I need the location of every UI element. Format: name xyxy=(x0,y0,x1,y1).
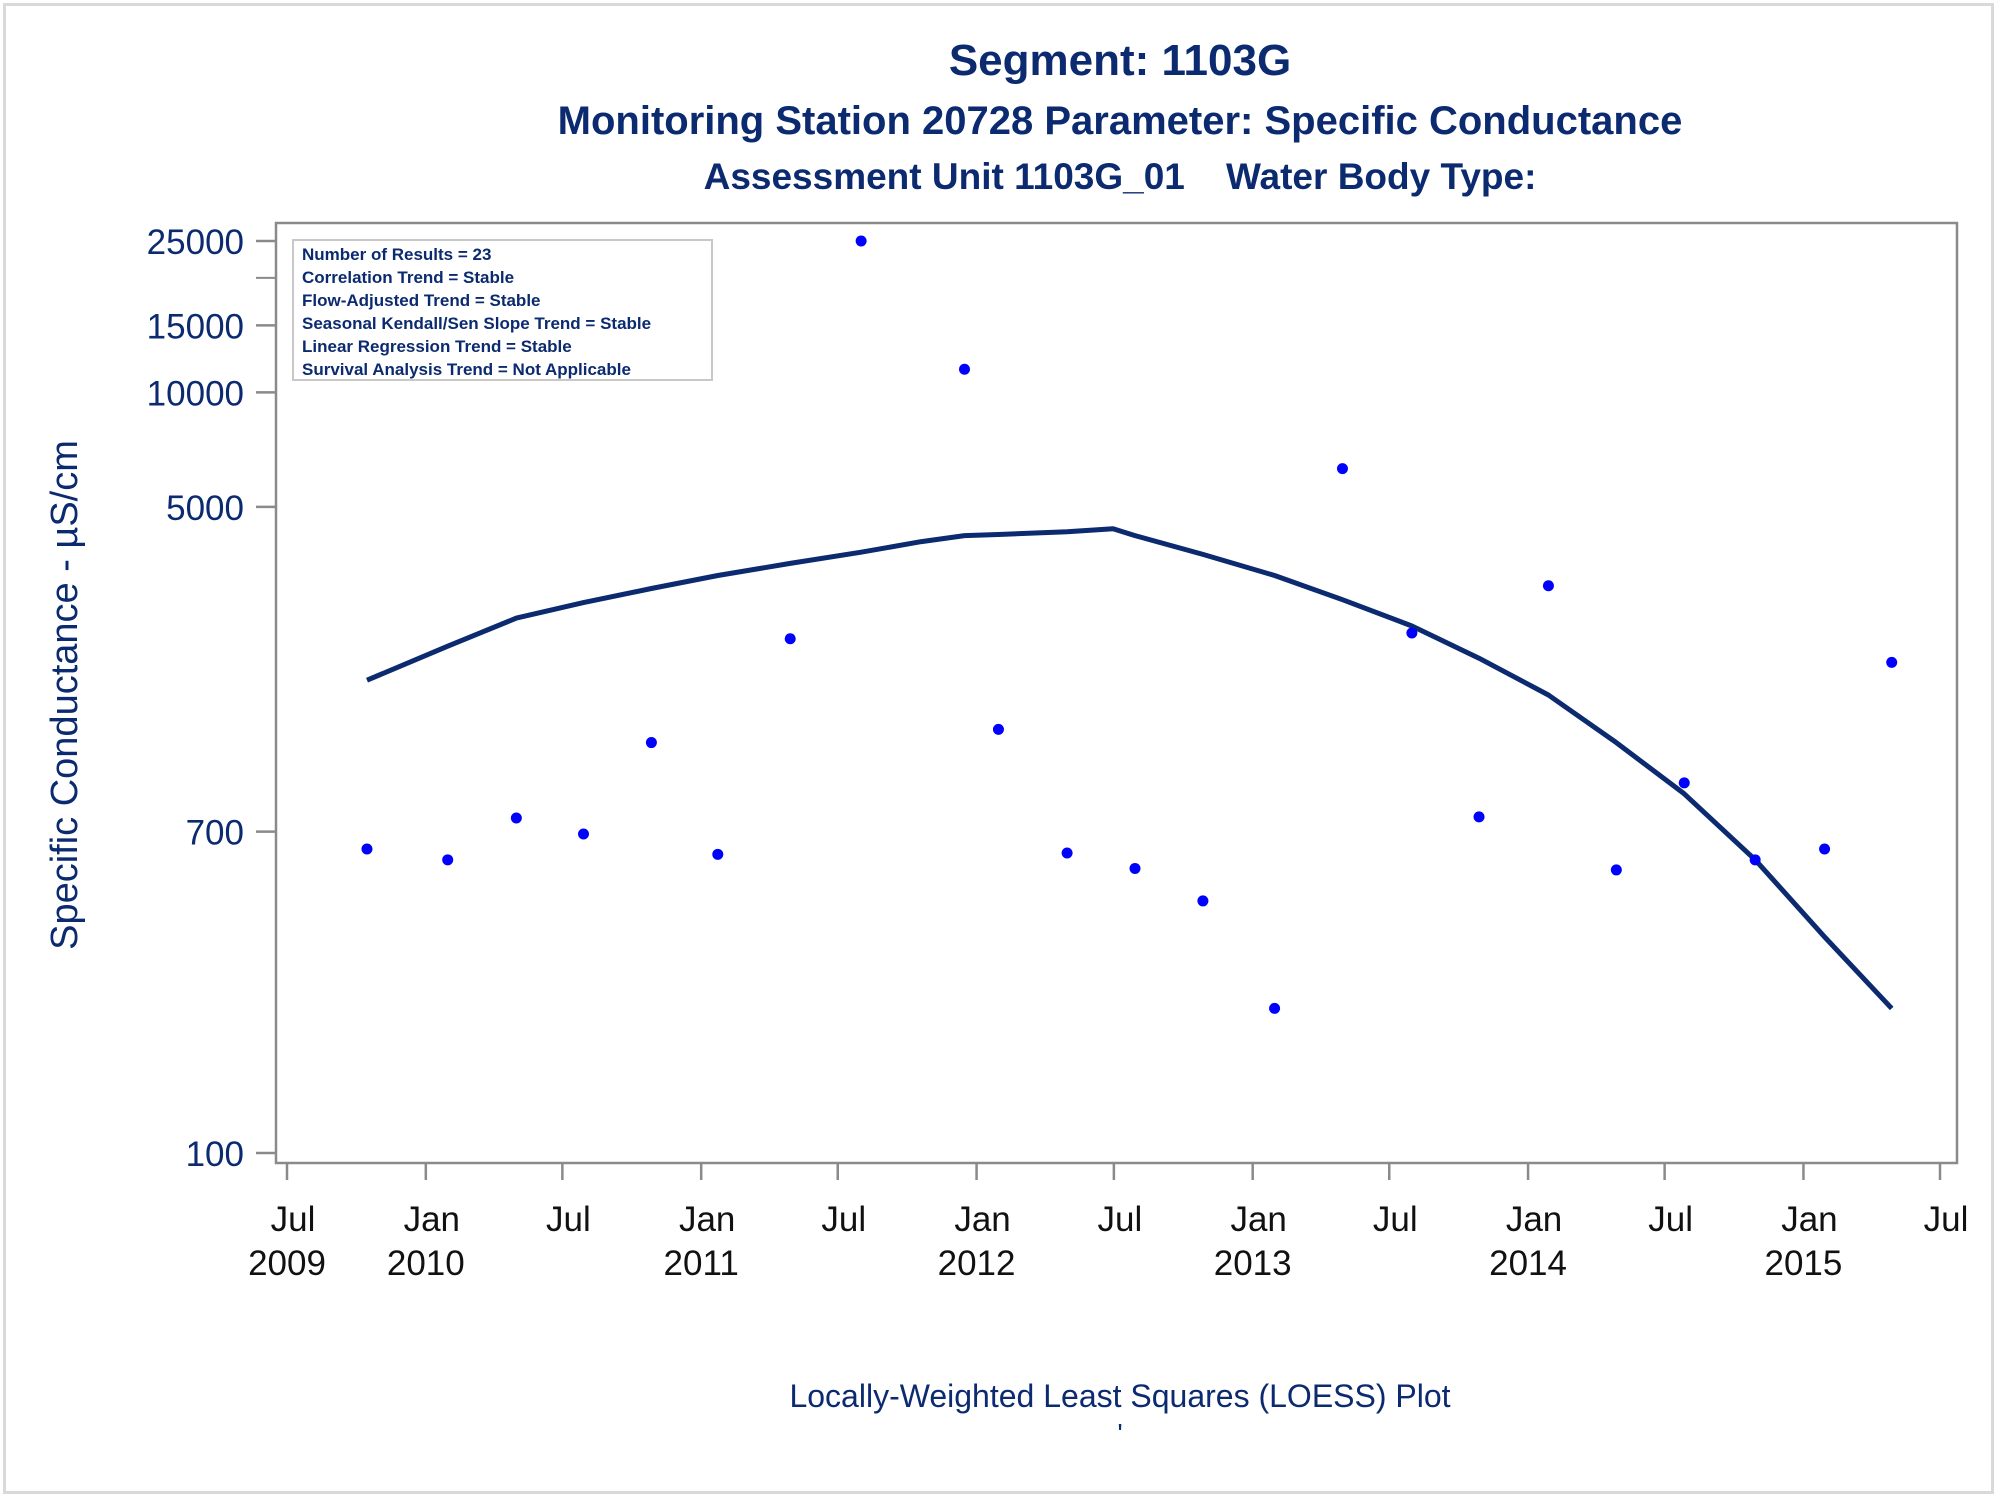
x-tick-year-label: 2009 xyxy=(248,1244,326,1283)
x-tick-label: Jan xyxy=(404,1200,460,1239)
data-point xyxy=(958,363,970,375)
chart-footnote: Locally-Weighted Least Squares (LOESS) P… xyxy=(789,1378,1451,1414)
x-tick-label: Jul xyxy=(271,1200,316,1239)
y-axis-label: Specific Conductance - µS/cm xyxy=(44,440,86,950)
data-point xyxy=(442,854,454,866)
data-point xyxy=(1886,656,1898,668)
data-point xyxy=(1819,843,1831,855)
data-point xyxy=(712,848,724,860)
loess-trend-line xyxy=(366,526,1894,1011)
x-tick-label: Jul xyxy=(1373,1200,1418,1239)
data-point xyxy=(361,843,373,855)
x-tick-label: Jan xyxy=(954,1200,1010,1239)
chart-footnote-mark: ' xyxy=(1117,1418,1123,1449)
stat-survival-analysis-trend: Survival Analysis Trend = Not Applicable xyxy=(302,360,631,379)
y-tick-label: 10000 xyxy=(147,374,244,413)
data-point xyxy=(1749,854,1761,866)
stat-correlation-trend: Correlation Trend = Stable xyxy=(302,268,514,287)
data-point xyxy=(1542,580,1554,592)
x-tick-label: Jan xyxy=(1230,1200,1286,1239)
plot-area xyxy=(274,221,1959,1165)
x-axis: Jul 2009 Jan 2010 Jul Jan 2011 Jul Jan 2012 Jul Jan… xyxy=(248,1163,1968,1283)
x-tick-year-label: 2011 xyxy=(664,1244,739,1283)
data-point xyxy=(1406,627,1418,639)
x-tick-label: Jan xyxy=(679,1200,735,1239)
x-tick-year-label: 2014 xyxy=(1489,1244,1567,1283)
x-tick-label: Jul xyxy=(1648,1200,1693,1239)
statistics-box-frame xyxy=(292,239,713,381)
data-point xyxy=(992,723,1004,735)
x-tick-label: Jul xyxy=(546,1200,591,1239)
y-tick-label: 25000 xyxy=(147,223,244,262)
x-tick-label: Jan xyxy=(1781,1200,1837,1239)
y-tick-label: 700 xyxy=(186,814,244,853)
x-tick-label: Jan xyxy=(1506,1200,1562,1239)
data-point xyxy=(577,828,589,840)
data-point xyxy=(645,737,657,749)
data-point xyxy=(855,235,867,247)
data-point xyxy=(784,633,796,645)
y-axis: 100 700 5000 10000 15000 25000 xyxy=(147,223,276,1174)
x-tick-year-label: 2013 xyxy=(1214,1244,1292,1283)
x-tick-year-label: 2015 xyxy=(1765,1244,1843,1283)
x-tick-label: Jul xyxy=(821,1200,866,1239)
data-point xyxy=(1336,463,1348,475)
data-point xyxy=(1061,847,1073,859)
data-point xyxy=(1269,1002,1281,1014)
data-point xyxy=(1678,777,1690,789)
data-points xyxy=(361,235,1898,1014)
data-point xyxy=(1129,862,1141,874)
data-point xyxy=(1197,895,1209,907)
stat-number-of-results: Number of Results = 23 xyxy=(302,245,491,264)
x-tick-year-label: 2012 xyxy=(938,1244,1016,1283)
chart-title: Segment: 1103G xyxy=(948,36,1292,85)
chart-subtitle-station: Monitoring Station 20728 Parameter: Spec… xyxy=(557,99,1683,143)
y-tick-label: 100 xyxy=(186,1135,244,1174)
data-point xyxy=(510,812,522,824)
data-point xyxy=(1610,864,1622,876)
y-tick-label: 5000 xyxy=(166,489,244,528)
stat-linear-regression-trend: Linear Regression Trend = Stable xyxy=(302,337,572,356)
stat-seasonal-kendall-trend: Seasonal Kendall/Sen Slope Trend = Stabl… xyxy=(302,314,651,333)
statistics-box: Number of Results = 23 Correlation Trend… xyxy=(292,239,713,381)
stat-flow-adjusted-trend: Flow-Adjusted Trend = Stable xyxy=(302,291,541,310)
y-tick-label: 15000 xyxy=(147,307,244,346)
chart-subtitle-assessment-unit: Assessment Unit 1103G_01 Water Body Type… xyxy=(703,156,1537,197)
data-point xyxy=(1473,811,1485,823)
x-tick-label: Jul xyxy=(1924,1200,1969,1239)
x-tick-year-label: 2010 xyxy=(387,1244,465,1283)
x-tick-label: Jul xyxy=(1098,1200,1143,1239)
